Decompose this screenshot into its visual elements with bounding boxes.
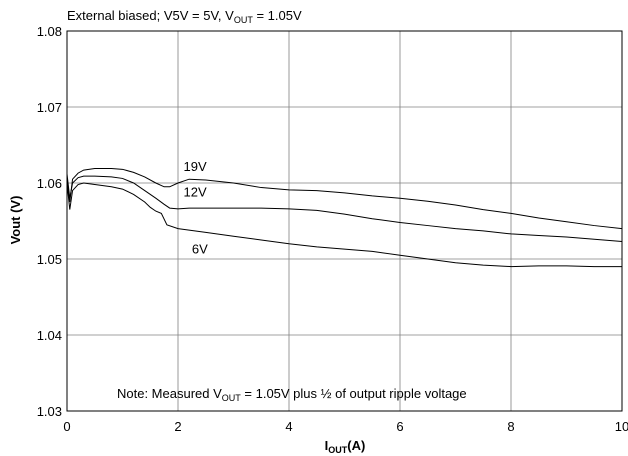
series-label-background [180, 184, 215, 201]
series-label-6V: 6V [192, 242, 208, 257]
chart-subtitle-tail: = 1.05V [253, 8, 302, 23]
y-tick-label: 1.07 [37, 100, 62, 115]
x-tick-label: 0 [63, 419, 70, 434]
plot-frame [66, 30, 623, 412]
y-axis-title: Vout (V) [8, 196, 23, 245]
series-label-background [188, 241, 223, 258]
x-tick-label: 6 [396, 419, 403, 434]
x-axis-title: IOUT(A) [325, 438, 366, 455]
x-axis-title-tail: (A) [347, 438, 365, 453]
x-axis-title-subscript: OUT [328, 445, 348, 455]
y-tick-label: 1.03 [37, 404, 62, 419]
chart-note-subscript: OUT [222, 393, 242, 403]
x-tick-labels: 0 2 4 6 8 10 [63, 419, 628, 434]
chart-note: Note: Measured VOUT = 1.05V plus ½ of ou… [117, 386, 467, 403]
x-tick-label: 2 [174, 419, 181, 434]
x-tick-label: 4 [285, 419, 292, 434]
y-tick-labels: 1.03 1.04 1.05 1.06 1.07 1.08 [37, 24, 62, 419]
chart-note-tail: = 1.05V plus ½ of output ripple voltage [241, 386, 467, 401]
chart-subtitle-main: External biased; V5V = 5V, V [67, 8, 234, 23]
chart-subtitle-subscript: OUT [234, 15, 254, 25]
chart-subtitle: External biased; V5V = 5V, VOUT = 1.05V [67, 8, 302, 25]
series-line-12V [66, 173, 623, 243]
chart-note-main: Note: Measured V [117, 386, 222, 401]
y-tick-label: 1.06 [37, 176, 62, 191]
series-layer [66, 168, 623, 268]
series-label-19V: 19V [184, 159, 207, 174]
y-tick-label: 1.08 [37, 24, 62, 39]
series-line-6V [66, 182, 622, 268]
series-label-layer: 19V 12V 6V [180, 158, 223, 258]
series-label-12V: 12V [184, 185, 207, 200]
y-tick-label: 1.04 [37, 328, 62, 343]
x-tick-label: 8 [507, 419, 514, 434]
series-line-19V [66, 168, 623, 230]
grid [67, 31, 622, 411]
x-tick-label: 10 [615, 419, 628, 434]
series-label-background [180, 158, 215, 175]
y-tick-label: 1.05 [37, 252, 62, 267]
x-axis-title-main: I [325, 438, 329, 453]
